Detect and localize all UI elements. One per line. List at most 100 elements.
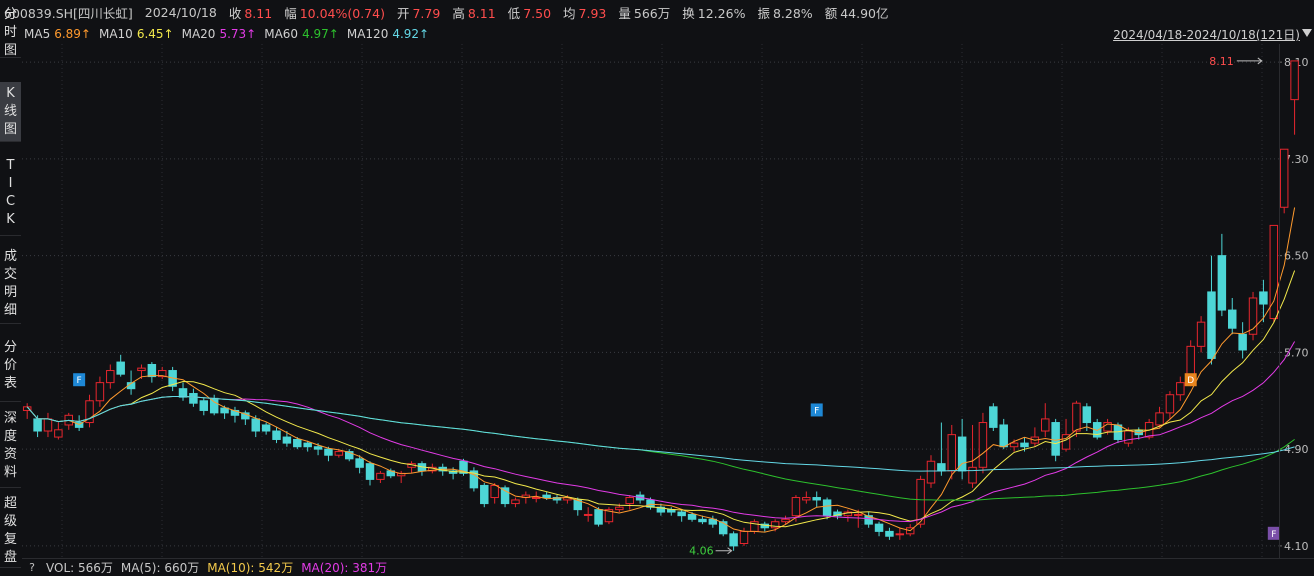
candle-body [1248, 297, 1258, 335]
candlestick [158, 366, 167, 380]
event-marker[interactable]: F [1267, 526, 1280, 540]
candle-body [989, 406, 998, 428]
candlestick [334, 449, 344, 458]
left-tab[interactable]: 分时图 [0, 7, 21, 58]
turnover-value: 12.26% [697, 5, 746, 21]
candlestick [1196, 316, 1206, 353]
left-tab[interactable]: 超级复盘 [0, 494, 21, 568]
candle-body [1092, 422, 1102, 438]
candle-body [282, 436, 292, 444]
candlestick [220, 405, 229, 419]
ma-legend-item[interactable]: MA120 4.92↑ [347, 27, 429, 41]
candlestick [708, 515, 718, 528]
quote-date: 2024/10/18 [144, 4, 217, 20]
candlestick [1176, 376, 1185, 401]
ma-legend-value: 6.45↑ [136, 27, 174, 41]
candlestick [272, 427, 281, 444]
candle-body [978, 422, 988, 468]
candle-body [480, 484, 489, 505]
candlestick [293, 437, 302, 450]
ma-legend-item[interactable]: MA10 6.45↑ [99, 27, 174, 41]
candlestick [85, 394, 94, 428]
candlestick [604, 507, 614, 525]
candlestick [760, 521, 770, 532]
candle-body [1269, 224, 1279, 320]
candle-body [511, 499, 520, 505]
candlestick [251, 415, 260, 438]
candlestick [261, 422, 271, 435]
vol-ma10: MA(10): 542万 [207, 561, 294, 575]
left-tab[interactable]: 成交明细 [0, 244, 21, 324]
left-tab[interactable]: 分价表 [0, 330, 21, 402]
y-tick-label: 7.30 [1284, 153, 1309, 166]
candle-body [1155, 412, 1164, 426]
candle-body [625, 497, 634, 505]
event-marker-box [1184, 373, 1197, 387]
event-marker[interactable]: D [1184, 373, 1197, 387]
open-value: 7.79 [412, 5, 441, 21]
ma-line-ma20 [26, 341, 1296, 523]
ma-legend-item[interactable]: MA20 5.73↑ [182, 27, 257, 41]
candlestick [199, 397, 209, 416]
candlestick [106, 364, 115, 389]
turnover-label: 换 [682, 5, 695, 21]
candle-body [791, 497, 801, 517]
candle-body [1228, 309, 1237, 329]
volume-label: 量 [618, 5, 631, 21]
ma-legend-name: MA120 [346, 27, 389, 41]
ma-legend-item[interactable]: MA60 4.97↑ [264, 27, 339, 41]
date-range-selector[interactable]: 2024/04/18-2024/10/18(121日) [1113, 28, 1300, 42]
candle-body [781, 518, 790, 523]
candlestick [594, 507, 603, 527]
candle-body [812, 497, 821, 501]
left-tab[interactable]: 深度资料 [0, 404, 21, 488]
event-marker-label: F [814, 406, 819, 416]
candlestick [885, 527, 894, 540]
event-marker-box [810, 403, 823, 417]
event-marker[interactable]: F [73, 373, 86, 387]
event-marker-label: D [1187, 376, 1194, 386]
help-icon[interactable]: ? [29, 561, 35, 574]
candle-body [106, 370, 115, 384]
candle-body [739, 530, 749, 544]
candle-body [895, 533, 905, 536]
candle-body [95, 382, 105, 402]
candlestick [116, 354, 125, 377]
candle-body [116, 361, 125, 375]
candlestick [1248, 291, 1258, 341]
candlestick [282, 431, 292, 447]
candlestick [843, 509, 853, 522]
candle-body [334, 451, 344, 456]
candlestick [864, 512, 873, 528]
chevron-down-icon[interactable] [1302, 29, 1312, 37]
candle-body [822, 499, 832, 517]
amplitude-value: 8.28% [772, 5, 813, 21]
candle-body [365, 463, 375, 480]
candlestick [407, 461, 416, 474]
low-price-annotation: 4.06 [689, 545, 714, 558]
candle-body [251, 418, 260, 432]
candlestick [168, 366, 177, 392]
candle-body [770, 521, 780, 529]
event-marker[interactable]: F [810, 403, 823, 417]
ma-legend-name: MA5 [24, 27, 51, 41]
candle-body [802, 497, 811, 501]
candlestick [667, 507, 676, 516]
candle-body [1072, 402, 1081, 432]
candle-body [947, 434, 957, 472]
vol-ma5: MA(5): 660万 [120, 561, 200, 575]
candle-body [158, 370, 167, 378]
open-label: 开 [396, 5, 410, 21]
candle-body [220, 407, 229, 414]
candle-body [937, 463, 946, 472]
candlestick [718, 519, 728, 537]
avg-value: 7.93 [578, 5, 607, 21]
ma-legend-item[interactable]: MA5 6.89↑ [24, 27, 91, 41]
stock-code[interactable]: 600839.SH[四川长虹] [4, 5, 133, 21]
candlestick [376, 470, 385, 484]
y-tick-label: 6.50 [1284, 250, 1309, 263]
candle-body [708, 518, 718, 525]
